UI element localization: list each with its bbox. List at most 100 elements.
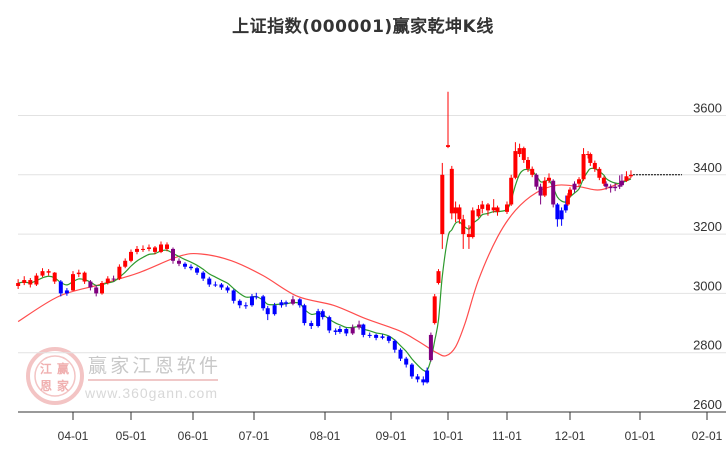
candle	[538, 183, 543, 205]
x-tick-label: 11-01	[492, 429, 522, 443]
candle	[367, 332, 372, 338]
candle	[129, 249, 133, 263]
candle-body	[449, 168, 454, 214]
candle-body	[129, 251, 133, 261]
candle	[219, 283, 224, 290]
candle	[457, 204, 462, 224]
candle	[249, 293, 254, 307]
candle	[432, 293, 437, 325]
candle	[34, 273, 39, 286]
candle-body	[261, 296, 266, 309]
candle-body	[225, 287, 230, 291]
candle	[309, 320, 314, 329]
candle-body	[617, 185, 622, 187]
candle	[581, 148, 586, 181]
x-axis: 04-01 05-01 06-01 07-01 08-01 09-01 10-01 11-01…	[18, 411, 726, 443]
candle	[344, 327, 349, 337]
candle-body	[361, 324, 366, 335]
candle-body	[111, 278, 116, 280]
candle	[100, 280, 104, 295]
x-tick-label: 10-01	[433, 429, 464, 443]
candle-body	[265, 308, 270, 315]
candle	[530, 166, 535, 178]
candle-body	[624, 176, 629, 181]
candle-body	[432, 296, 437, 324]
candle-body	[141, 248, 145, 250]
candle-body	[201, 272, 206, 279]
candle-body	[153, 247, 157, 252]
candle	[225, 285, 230, 293]
candle	[513, 142, 518, 180]
candle-body	[82, 272, 87, 282]
candle-body	[628, 174, 633, 177]
candle	[428, 332, 433, 362]
watermark-url: www.360gann.com	[84, 385, 217, 401]
candle-body	[428, 334, 433, 361]
candle	[159, 241, 163, 254]
candle	[272, 302, 277, 316]
candle	[207, 276, 212, 287]
candle-body	[425, 370, 430, 383]
candle-body	[320, 311, 325, 318]
candle	[195, 266, 200, 276]
candle-body	[100, 283, 104, 294]
candle-body	[189, 266, 193, 269]
seal-char: 赢	[57, 361, 69, 376]
candle-body	[135, 248, 139, 252]
candle	[534, 173, 539, 190]
x-tick-label: 09-01	[376, 429, 407, 443]
candle	[261, 294, 266, 311]
candle	[302, 303, 307, 326]
candle-body	[457, 207, 462, 220]
candle	[94, 285, 99, 297]
candle-body	[480, 204, 485, 209]
candle	[177, 258, 181, 267]
candle-body	[207, 278, 212, 285]
candle-body	[64, 290, 69, 294]
candle	[189, 264, 193, 271]
candle-body	[491, 207, 496, 211]
candle	[284, 300, 289, 307]
candle-body	[117, 266, 122, 279]
candle-body	[219, 284, 224, 288]
candle-body	[333, 330, 338, 332]
candle-body	[476, 208, 481, 217]
candle-body	[509, 177, 514, 205]
candle-body	[513, 151, 518, 178]
candle	[476, 205, 481, 218]
moving-averages	[17, 167, 632, 372]
candle-body	[505, 204, 509, 212]
candle-body	[374, 334, 379, 338]
candle	[386, 335, 391, 344]
candle-body	[392, 340, 397, 350]
candle-body	[28, 280, 33, 285]
candle-body	[404, 358, 409, 365]
candle	[165, 242, 169, 252]
candle-body	[231, 290, 236, 301]
candle	[421, 376, 426, 386]
gridlines	[18, 115, 726, 354]
candle	[577, 177, 582, 187]
candle-body	[177, 260, 181, 264]
candle	[449, 165, 454, 220]
candle	[337, 326, 342, 334]
candle-body	[71, 274, 75, 291]
candle-body	[555, 204, 560, 220]
candle	[521, 146, 526, 163]
candle-body	[52, 272, 57, 282]
candle	[604, 181, 609, 190]
candle	[141, 245, 145, 252]
candle-body	[380, 336, 385, 338]
candle-body	[415, 376, 420, 380]
candle	[374, 333, 379, 341]
candle	[446, 91, 450, 149]
candle-body	[588, 154, 593, 163]
candle-body	[446, 145, 450, 147]
candle-body	[409, 364, 414, 377]
candle-body	[237, 300, 242, 306]
x-tick-label: 06-01	[178, 429, 209, 443]
candle-body	[597, 168, 602, 178]
candle	[392, 339, 397, 353]
candle	[333, 328, 338, 335]
candle	[588, 152, 593, 166]
